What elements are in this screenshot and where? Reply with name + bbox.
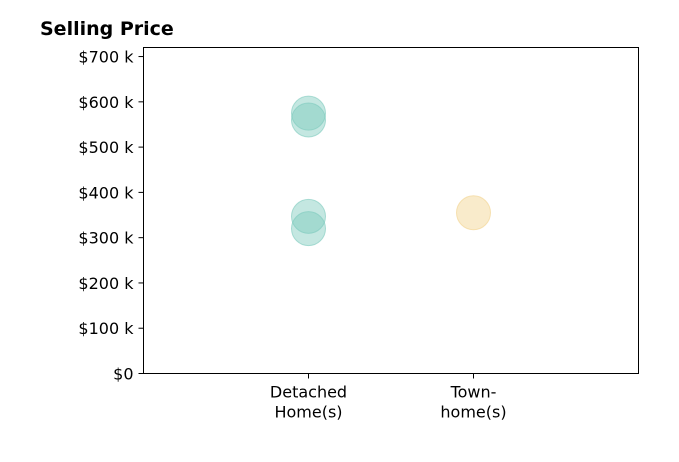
data-point: [456, 195, 491, 231]
y-axis: $0 $100 k $200 k $300 k $400 k $500 k $600 k $7…: [78, 48, 144, 384]
y-tick-label: $0: [113, 365, 133, 384]
x-tick-label: Detached: [270, 383, 347, 402]
points-layer: [291, 95, 491, 247]
y-tick-label: $600 k: [78, 93, 134, 112]
y-tick-label: $500 k: [78, 138, 134, 157]
x-tick-label: home(s): [440, 403, 506, 422]
chart-title: Selling Price: [40, 18, 174, 40]
x-tick-label: Home(s): [274, 403, 342, 422]
y-tick-label: $200 k: [78, 274, 134, 293]
data-point: [291, 198, 326, 234]
x-tick-label: Town-: [450, 383, 497, 402]
y-tick-label: $300 k: [78, 229, 134, 248]
y-tick-label: $700 k: [78, 48, 134, 67]
plot-frame: [143, 47, 639, 374]
y-tick-label: $100 k: [78, 319, 134, 338]
data-point: [291, 95, 326, 131]
data-point: [291, 211, 326, 247]
y-tick-label: $400 k: [78, 183, 134, 202]
